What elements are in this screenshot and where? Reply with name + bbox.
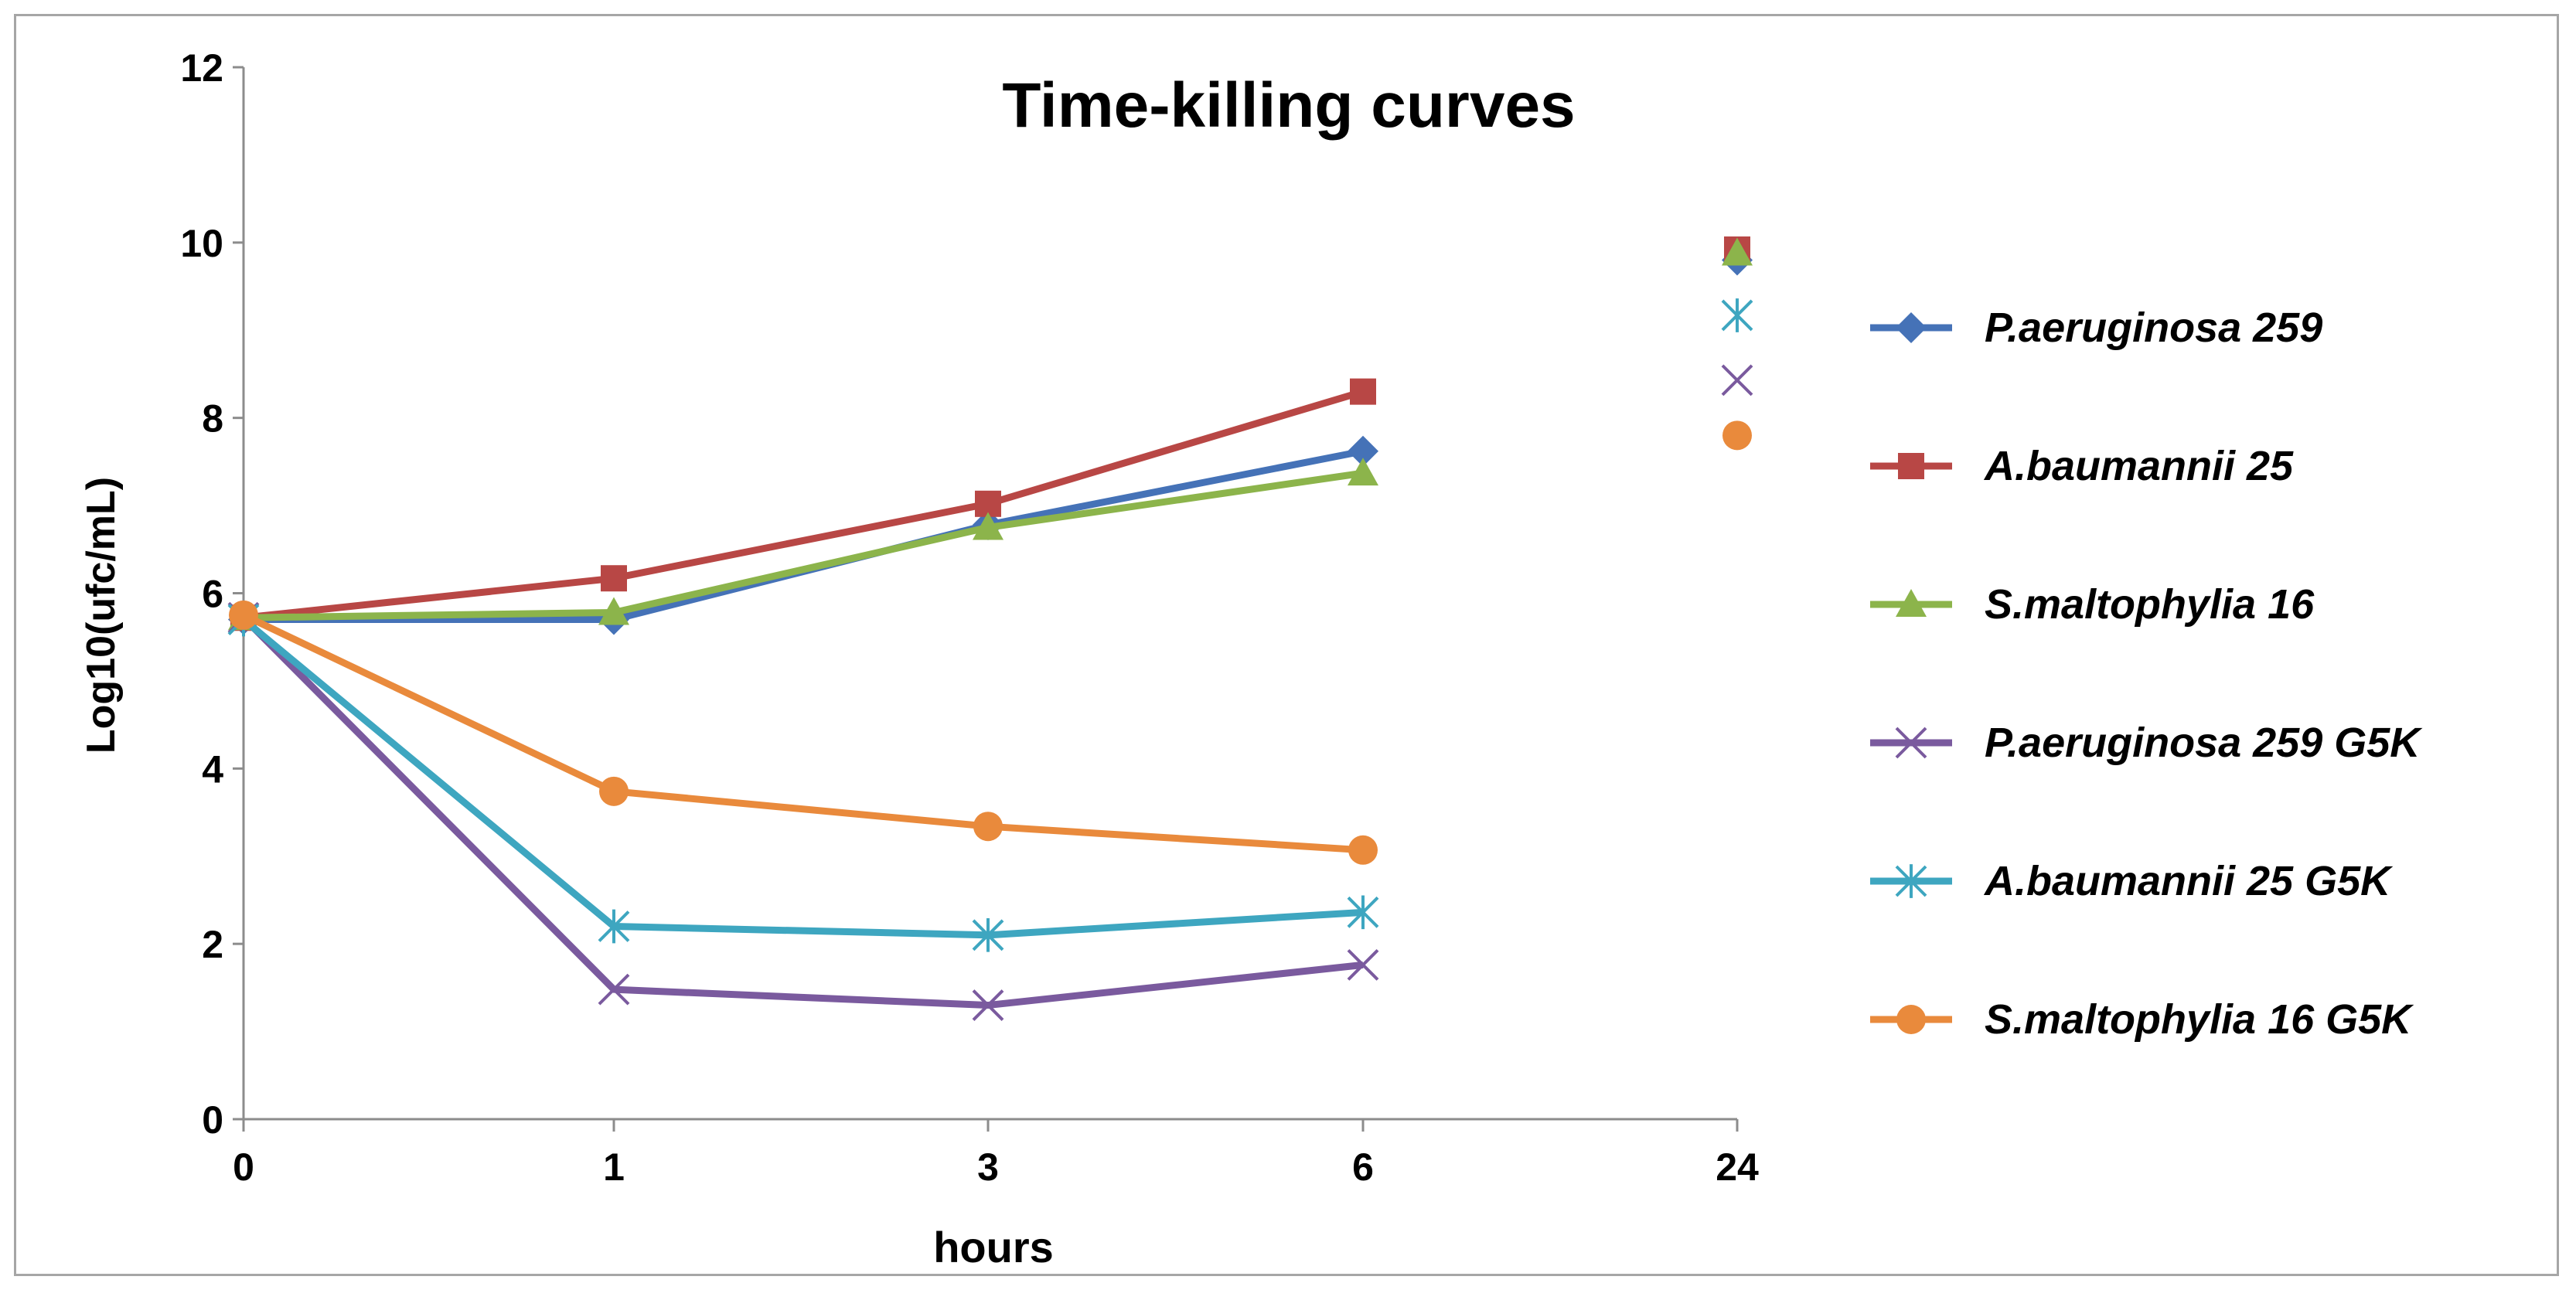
time-killing-chart: Time-killing curves Log10(ufc/mL) hours … <box>79 46 2423 1271</box>
data-point <box>599 776 629 806</box>
legend-marker <box>1895 727 1927 759</box>
chart-frame: Time-killing curves Log10(ufc/mL) hours … <box>14 14 2559 1276</box>
legend-label: A.baumannii 25 <box>1983 443 2294 489</box>
y-tick-label: 10 <box>180 222 223 265</box>
y-axis-label: Log10(ufc/mL) <box>79 477 124 754</box>
data-point <box>1348 458 1378 486</box>
series-line <box>240 615 1364 1009</box>
data-point-24h <box>1721 364 1753 397</box>
series-1 <box>230 236 1750 631</box>
legend-label: S.maltophylia 16 G5K <box>1985 996 2414 1043</box>
data-point <box>972 989 1004 1021</box>
data-point <box>1350 378 1376 405</box>
data-point <box>973 512 1003 540</box>
legend-marker <box>1898 453 1924 479</box>
data-point <box>598 597 629 625</box>
legend-item: A.baumannii 25 G5K <box>1870 858 2394 904</box>
legend-item: S.maltophylia 16 <box>1870 581 2315 628</box>
y-tick-label: 2 <box>202 923 223 966</box>
legend-label: A.baumannii 25 G5K <box>1983 858 2394 904</box>
series-line <box>242 611 1364 854</box>
data-point <box>1347 895 1379 930</box>
data-point <box>972 917 1004 952</box>
data-point <box>601 565 627 592</box>
legend-item: A.baumannii 25 <box>1870 443 2294 489</box>
y-tick-label: 4 <box>202 747 223 791</box>
y-tick-label: 6 <box>202 573 223 616</box>
x-tick-label: 3 <box>977 1145 999 1189</box>
series-4 <box>227 298 1753 952</box>
x-axis-label: hours <box>933 1223 1054 1271</box>
legend: P.aeruginosa 259 A.baumannii 25 S.maltophy… <box>1870 305 2423 1043</box>
legend-label: P.aeruginosa 259 G5K <box>1985 720 2423 766</box>
chart-title: Time-killing curves <box>1002 70 1575 141</box>
x-tick-label: 0 <box>233 1145 254 1189</box>
legend-item: P.aeruginosa 259 G5K <box>1870 720 2423 766</box>
legend-marker <box>1895 864 1927 898</box>
data-point-24h <box>1722 420 1752 451</box>
series-line <box>243 469 1364 621</box>
data-point <box>1347 948 1379 981</box>
series-3 <box>227 364 1753 1021</box>
x-tick-label: 6 <box>1352 1145 1374 1189</box>
series-lines <box>227 236 1753 1021</box>
legend-marker <box>1896 312 1927 343</box>
series-line <box>241 617 1364 939</box>
data-point <box>598 909 630 944</box>
y-tick-label: 0 <box>202 1098 223 1142</box>
series-2 <box>228 237 1753 631</box>
legend-label: S.maltophylia 16 <box>1985 581 2315 628</box>
data-point <box>973 812 1003 842</box>
x-tick-label: 1 <box>603 1145 625 1189</box>
series-0 <box>228 244 1753 635</box>
x-tick-label: 24 <box>1716 1145 1759 1189</box>
y-tick-label: 12 <box>180 46 223 90</box>
legend-item: S.maltophylia 16 G5K <box>1870 996 2414 1043</box>
data-point <box>1348 435 1378 467</box>
legend-marker <box>1896 589 1927 617</box>
data-point-24h <box>1721 298 1753 332</box>
legend-item: P.aeruginosa 259 <box>1870 305 2322 351</box>
data-point <box>229 600 258 630</box>
legend-label: P.aeruginosa 259 <box>1985 305 2322 351</box>
legend-marker <box>1896 1005 1926 1034</box>
series-line <box>244 448 1364 624</box>
series-line <box>243 388 1365 621</box>
series-5 <box>229 420 1752 865</box>
data-point-24h <box>1722 237 1753 266</box>
data-point <box>598 973 630 1006</box>
data-point <box>1348 835 1378 865</box>
y-tick-label: 8 <box>202 397 223 441</box>
